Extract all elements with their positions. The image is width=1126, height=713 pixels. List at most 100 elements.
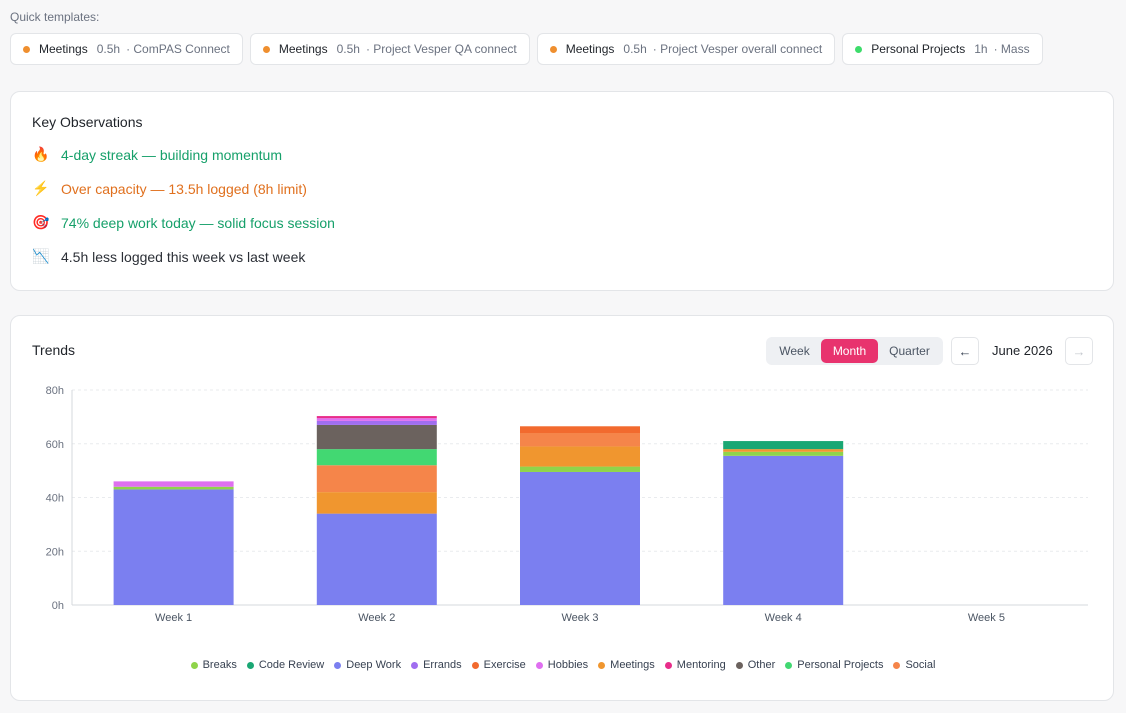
bar-segment-meetings xyxy=(520,446,640,467)
legend-label: Meetings xyxy=(610,659,655,671)
y-tick-label: 20h xyxy=(46,546,64,558)
template-category: Personal Projects xyxy=(871,42,966,56)
bar-segment-hobbies xyxy=(316,418,437,421)
legend-label: Errands xyxy=(423,659,462,671)
chart-legend: Breaks Code Review Deep Work Errands Exercis… xyxy=(11,659,1115,671)
template-category: Meetings xyxy=(39,42,88,56)
arrow-right-icon: → xyxy=(1072,343,1086,359)
tab-quarter[interactable]: Quarter xyxy=(889,344,930,358)
observation-item: 📉 4.5h less logged this week vs last wee… xyxy=(31,248,305,265)
x-tick-label: Week 3 xyxy=(561,612,598,624)
tab-week[interactable]: Week xyxy=(779,344,810,358)
legend-item[interactable]: Social xyxy=(893,659,935,671)
legend-label: Hobbies xyxy=(547,659,589,671)
template-project: · ComPAS Connect xyxy=(126,42,230,56)
legend-item[interactable]: Meetings xyxy=(598,659,655,671)
template-category: Meetings xyxy=(565,42,615,56)
template-project: · Project Vesper overall connect xyxy=(652,42,823,56)
template-duration: 0.5h xyxy=(96,42,121,56)
category-dot xyxy=(549,45,557,53)
template-duration: 1h xyxy=(974,42,988,56)
legend-item[interactable]: Hobbies xyxy=(535,659,589,671)
observation-text: 74% deep work today — solid focus sessio… xyxy=(61,214,335,231)
legend-swatch xyxy=(471,661,479,669)
legend-swatch xyxy=(190,661,198,669)
x-tick-label: Week 2 xyxy=(358,612,395,624)
fire-icon: 🔥 xyxy=(32,146,50,162)
bar-segment-deep-work xyxy=(113,489,234,605)
observation-text: 4.5h less logged this week vs last week xyxy=(61,248,306,265)
template-duration: 0.5h xyxy=(623,42,647,56)
legend-item[interactable]: Errands xyxy=(411,659,462,671)
key-observations-title: Key Observations xyxy=(32,114,143,130)
legend-label: Breaks xyxy=(202,659,237,671)
observation-text: 4-day streak — building momentum xyxy=(61,146,282,163)
bar-segment-errands xyxy=(316,420,437,425)
legend-item[interactable]: Exercise xyxy=(471,659,526,671)
legend-label: Mentoring xyxy=(676,659,726,671)
legend-swatch xyxy=(246,661,254,669)
bar-segment-deep-work xyxy=(520,471,640,605)
template-chip[interactable]: Meetings 0.5h · Project Vesper overall c… xyxy=(536,33,836,65)
bar-segment-social xyxy=(316,465,437,493)
bar-segment-social xyxy=(520,433,640,447)
legend-label: Exercise xyxy=(483,659,526,671)
trends-bar-chart: 0h 20h 40h 60h 80h Week 1 Week 2 Week 3 Week 4 We… xyxy=(46,385,1088,624)
x-tick-label: Week 5 xyxy=(968,612,1005,624)
legend-item[interactable]: Deep Work xyxy=(334,659,401,671)
y-tick-label: 0h xyxy=(52,600,64,612)
y-tick-label: 80h xyxy=(46,385,64,397)
legend-swatch xyxy=(411,661,419,669)
trends-title: Trends xyxy=(32,342,76,358)
legend-item[interactable]: Code Review xyxy=(246,659,324,671)
observation-item: 🎯 74% deep work today — solid focus sess… xyxy=(31,214,335,231)
legend-swatch xyxy=(735,661,743,669)
legend-label: Personal Projects xyxy=(797,659,884,671)
legend-item[interactable]: Personal Projects xyxy=(785,659,883,671)
template-chip[interactable]: Personal Projects 1h · Mass xyxy=(842,33,1043,65)
legend-label: Deep Work xyxy=(346,659,402,671)
legend-swatch xyxy=(785,661,793,669)
chart-decreasing-icon: 📉 xyxy=(32,248,50,264)
bar-segment-deep-work xyxy=(723,455,844,605)
observation-text: Over capacity — 13.5h logged (8h limit) xyxy=(61,180,307,197)
legend-item[interactable]: Other xyxy=(735,659,776,671)
observation-item: ⚡ Over capacity — 13.5h logged (8h limit… xyxy=(31,180,307,197)
legend-label: Social xyxy=(905,659,936,671)
template-chip[interactable]: Meetings 0.5h · Project Vesper QA connec… xyxy=(249,33,530,65)
category-dot xyxy=(262,45,270,53)
arrow-left-icon: ← xyxy=(958,343,972,359)
trends-card: Trends Week Month Quarter ← June 2026 → … xyxy=(10,315,1114,701)
template-chip[interactable]: Meetings 0.5h · ComPAS Connect xyxy=(10,33,243,65)
template-duration: 0.5h xyxy=(336,42,360,56)
target-icon: 🎯 xyxy=(32,214,50,230)
period-toggle: Week Month Quarter xyxy=(766,337,943,365)
y-tick-label: 40h xyxy=(46,493,64,505)
category-dot xyxy=(855,45,863,53)
previous-month-button[interactable]: ← xyxy=(951,337,979,365)
y-tick-label: 60h xyxy=(46,439,64,451)
next-month-button[interactable]: → xyxy=(1065,337,1093,365)
observation-item: 🔥 4-day streak — building momentum xyxy=(31,146,282,163)
bar-segment-meetings xyxy=(316,492,437,514)
bar-segment-breaks xyxy=(520,466,640,472)
bar-segment-deep-work xyxy=(316,513,437,605)
bar-segment-breaks xyxy=(723,451,844,456)
legend-label: Other xyxy=(747,659,776,671)
quick-templates-list: Meetings 0.5h · ComPAS Connect Meetings … xyxy=(10,33,1043,65)
legend-swatch xyxy=(893,661,901,669)
legend-item[interactable]: Breaks xyxy=(190,659,237,671)
template-category: Meetings xyxy=(278,42,328,56)
quick-templates-label: Quick templates: xyxy=(10,10,100,24)
bar-segment-breaks xyxy=(113,486,234,490)
legend-item[interactable]: Mentoring xyxy=(664,659,726,671)
legend-swatch xyxy=(598,661,606,669)
key-observations-card: Key Observations 🔥 4-day streak — buildi… xyxy=(10,91,1114,291)
legend-swatch xyxy=(664,661,672,669)
x-tick-label: Week 1 xyxy=(155,612,192,624)
bar-segment-hobbies xyxy=(113,481,234,487)
legend-swatch xyxy=(535,661,543,669)
bar-segment-other xyxy=(316,424,437,450)
category-dot xyxy=(23,45,30,53)
tab-month[interactable]: Month xyxy=(821,339,878,363)
